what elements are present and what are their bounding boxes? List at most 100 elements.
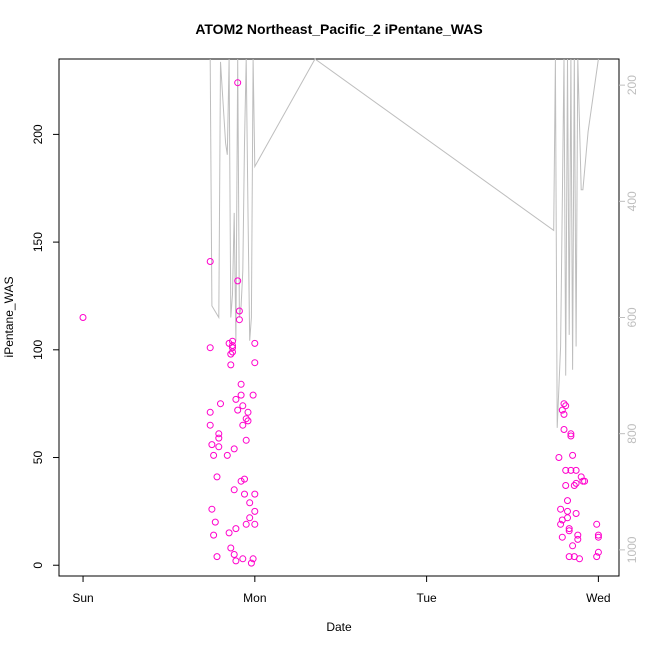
y-tick-label: 0 <box>31 562 45 569</box>
data-point <box>241 490 248 498</box>
y-tick-label: 50 <box>31 451 45 465</box>
data-point <box>562 482 570 489</box>
data-point <box>593 553 601 561</box>
data-point <box>239 402 247 410</box>
data-point <box>223 451 231 459</box>
data-point <box>564 497 571 505</box>
data-point <box>564 507 571 515</box>
x-tick-label: Wed <box>586 591 610 605</box>
data-point <box>565 525 573 533</box>
data-point <box>251 520 259 528</box>
data-point <box>251 490 259 498</box>
y2-tick-label: 1000 <box>625 536 639 563</box>
data-point <box>594 533 602 541</box>
data-point <box>560 400 568 408</box>
x-tick-label: Mon <box>243 591 266 605</box>
data-point <box>564 514 571 522</box>
x-axis: Sun Mon Tue Wed <box>72 576 611 605</box>
data-point <box>594 531 602 539</box>
secondary-y-axis: 200 400 600 800 1000 <box>619 75 639 563</box>
data-point <box>247 559 255 567</box>
chart-title: ATOM2 Northeast_Pacific_2 iPentane_WAS <box>195 21 482 37</box>
data-point <box>565 553 573 561</box>
y2-tick-label: 800 <box>625 423 639 443</box>
data-point <box>230 551 238 558</box>
data-point <box>230 445 238 453</box>
data-point <box>232 557 240 565</box>
data-point <box>569 451 577 459</box>
y2-tick-label: 400 <box>625 191 639 211</box>
data-point <box>251 339 259 347</box>
data-point <box>215 434 223 442</box>
secondary-series-line-group <box>209 58 599 428</box>
data-point <box>241 475 248 483</box>
data-point <box>593 520 601 528</box>
data-point <box>249 555 257 563</box>
data-point <box>206 258 214 265</box>
y2-tick-label: 600 <box>625 307 639 327</box>
data-point <box>570 482 578 489</box>
data-point <box>562 466 570 474</box>
y2-tick-label: 200 <box>625 75 639 95</box>
data-point <box>562 402 570 410</box>
data-point <box>581 477 589 485</box>
data-point <box>237 391 245 399</box>
data-point <box>572 466 580 474</box>
data-point <box>215 443 223 451</box>
data-point <box>229 348 236 356</box>
secondary-series-line <box>209 58 599 428</box>
data-point <box>237 380 245 388</box>
data-point <box>217 400 224 408</box>
data-point <box>558 406 566 414</box>
data-point <box>235 316 243 324</box>
data-point <box>249 391 257 399</box>
data-point <box>594 548 602 556</box>
data-point <box>246 499 254 507</box>
data-point <box>225 529 233 537</box>
data-point <box>242 520 250 528</box>
data-point <box>79 314 87 321</box>
data-point <box>251 359 259 367</box>
data-point <box>569 542 577 550</box>
data-point <box>208 441 216 449</box>
data-point <box>234 406 242 414</box>
data-point <box>208 505 216 513</box>
data-point <box>234 277 242 285</box>
data-point <box>206 408 214 416</box>
data-point <box>234 79 242 87</box>
plot-frame <box>58 58 620 577</box>
data-point <box>560 426 568 433</box>
data-point <box>567 466 575 474</box>
data-point <box>210 451 218 459</box>
data-point <box>215 430 223 438</box>
data-point <box>206 421 214 429</box>
data-point <box>577 473 585 481</box>
data-point <box>227 544 235 552</box>
data-point <box>560 410 568 418</box>
data-point <box>227 361 235 369</box>
data-point <box>251 507 259 515</box>
data-point <box>211 518 219 526</box>
data-point <box>239 421 247 429</box>
data-point <box>210 531 218 539</box>
x-axis-label: Date <box>326 620 352 634</box>
data-point <box>213 553 221 561</box>
data-point <box>572 510 580 517</box>
data-point <box>242 436 250 444</box>
data-point <box>574 535 582 543</box>
x-tick-label: Sun <box>72 591 93 605</box>
data-point <box>558 533 566 541</box>
data-point <box>567 432 575 440</box>
y-tick-label: 100 <box>31 339 45 359</box>
data-point <box>237 477 245 485</box>
data-point <box>206 344 214 352</box>
scatter-points-group <box>79 79 602 567</box>
data-point <box>239 555 247 563</box>
data-point <box>576 555 583 563</box>
data-point <box>242 415 250 423</box>
data-point <box>229 344 236 352</box>
data-point <box>232 525 240 533</box>
data-point <box>227 350 235 358</box>
y-axis-label: iPentane_WAS <box>2 277 16 358</box>
